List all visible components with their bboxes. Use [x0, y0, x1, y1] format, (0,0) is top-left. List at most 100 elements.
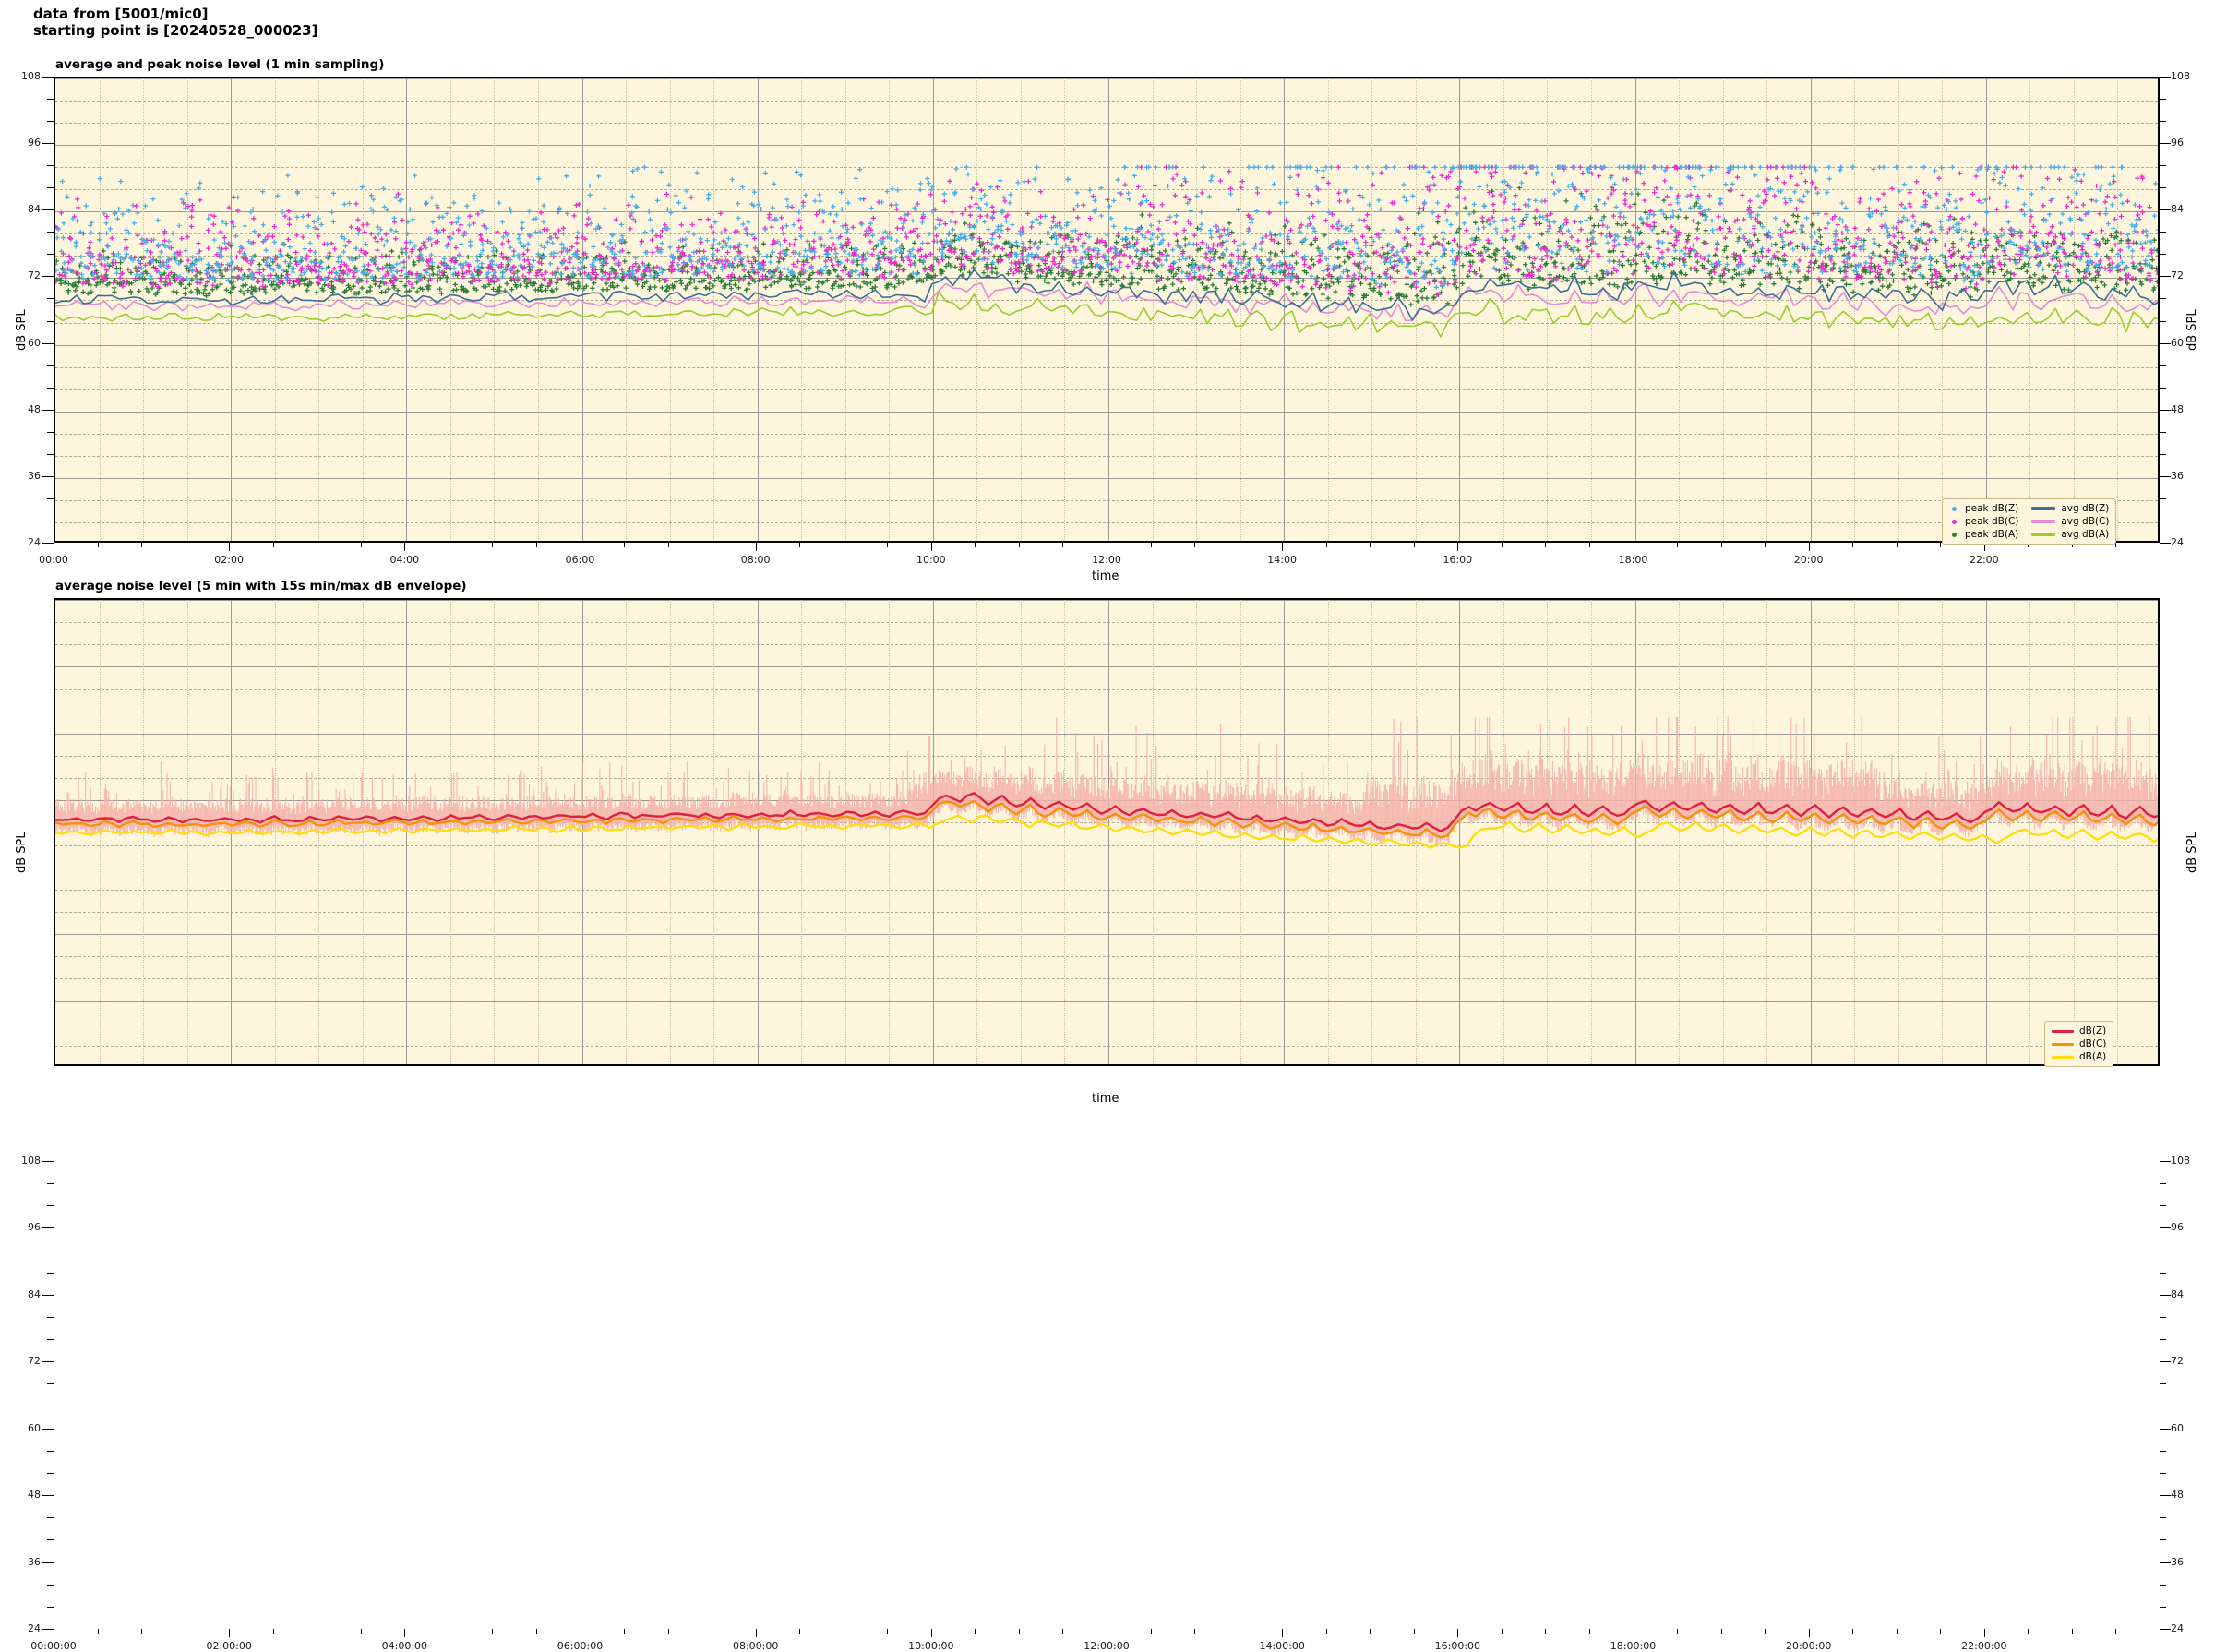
legend-item: dB(C) — [2052, 1038, 2106, 1049]
legend-item: dB(Z) — [2052, 1025, 2106, 1036]
chart-panel-bottom: average noise level (5 min with 15s min/… — [0, 563, 2215, 1652]
y-tick-label: 36 — [28, 469, 41, 482]
x-tick-label: 00:00 — [39, 554, 68, 566]
y-tick-label: 72 — [28, 269, 41, 282]
y-tick-label: 48 — [28, 402, 41, 415]
peak-scatter — [55, 164, 2158, 297]
legend-top: peak dB(Z) peak dB(C) peak dB(A) avg dB(Z)… — [1942, 498, 2117, 545]
legend-line-icon — [2031, 533, 2056, 536]
x-tick-label: 18:00 — [1618, 554, 1648, 566]
legend-line-icon — [2031, 520, 2056, 523]
plot-area-top — [54, 77, 2160, 543]
x-tick-label: 06:00 — [565, 554, 595, 566]
line-series — [55, 800, 2158, 839]
line-series — [55, 792, 2158, 832]
y-axis-label-bottom-right: dB SPL — [2185, 832, 2199, 873]
x-tick-label: 04:00:00 — [381, 1640, 428, 1652]
y-tick-label: 72 — [28, 1355, 41, 1368]
y-tick-label: 96 — [2171, 137, 2184, 150]
legend-bottom: dB(Z) dB(C) dB(A) — [2044, 1021, 2114, 1067]
legend-line-icon — [2052, 1042, 2074, 1046]
legend-label: dB(A) — [2079, 1051, 2107, 1062]
y-tick-label: 36 — [2171, 1555, 2184, 1568]
x-tick-label: 08:00:00 — [732, 1640, 779, 1652]
line-series — [55, 291, 2158, 338]
x-tick-label: 06:00:00 — [557, 1640, 604, 1652]
legend-dot-icon — [1949, 504, 1959, 514]
y-axis-label-bottom-left: dB SPL — [15, 832, 29, 873]
y-tick-label: 84 — [2171, 1287, 2184, 1300]
legend-dot-icon — [1949, 530, 1959, 540]
y-tick-label: 60 — [28, 1421, 41, 1434]
y-tick-label: 84 — [2171, 203, 2184, 216]
chart-panel-top: average and peak noise level (1 min samp… — [0, 0, 2215, 583]
y-tick-label: 108 — [21, 1155, 41, 1167]
line-series — [55, 269, 2158, 321]
y-tick-label: 36 — [28, 1555, 41, 1568]
legend-label: avg dB(A) — [2061, 529, 2110, 540]
x-tick-label: 18:00:00 — [1610, 1640, 1657, 1652]
chart-title-bottom: average noise level (5 min with 15s min/… — [55, 579, 467, 593]
y-tick-label: 96 — [28, 1221, 41, 1234]
plot-area-bottom — [54, 598, 2160, 1066]
y-axis-label-top-right: dB SPL — [2185, 309, 2199, 351]
legend-item: avg dB(A) — [2031, 529, 2109, 540]
y-tick-label: 24 — [2171, 1622, 2184, 1634]
legend-item: peak dB(C) — [1949, 516, 2018, 527]
line-series — [55, 814, 2158, 849]
header-line-1: data from [5001/mic0] — [33, 6, 209, 22]
legend-label: peak dB(C) — [1965, 516, 2019, 527]
y-tick-label: 84 — [28, 203, 41, 216]
x-tick-label: 20:00:00 — [1785, 1640, 1832, 1652]
x-tick-label: 02:00:00 — [206, 1640, 252, 1652]
x-tick-label: 12:00:00 — [1084, 1640, 1130, 1652]
x-tick-label: 22:00 — [1969, 554, 1999, 566]
report-header: data from [5001/mic0] starting point is … — [33, 6, 317, 40]
x-tick-label: 20:00 — [1793, 554, 1824, 566]
legend-label: dB(C) — [2079, 1038, 2107, 1049]
y-tick-label: 72 — [2171, 1355, 2184, 1368]
x-tick-label: 10:00:00 — [908, 1640, 954, 1652]
legend-label: peak dB(Z) — [1965, 503, 2019, 514]
y-tick-label: 24 — [2171, 536, 2184, 548]
y-tick-label: 48 — [2171, 1489, 2184, 1502]
legend-line-icon — [2031, 507, 2056, 510]
y-tick-label: 60 — [2171, 1421, 2184, 1434]
legend-label: avg dB(Z) — [2061, 503, 2110, 514]
header-line-2: starting point is [20240528_000023] — [33, 22, 318, 40]
series-group-top — [55, 164, 2158, 338]
line-series — [55, 281, 2158, 322]
chart-title-top: average and peak noise level (1 min samp… — [55, 57, 385, 72]
x-axis-label-bottom: time — [1092, 1092, 1119, 1106]
y-tick-label: 48 — [28, 1489, 41, 1502]
y-tick-label: 24 — [28, 536, 41, 548]
legend-item: dB(A) — [2052, 1051, 2106, 1062]
legend-line-icon — [2052, 1029, 2074, 1033]
x-tick-label: 22:00:00 — [1961, 1640, 2007, 1652]
x-tick-label: 16:00 — [1443, 554, 1473, 566]
x-tick-label: 10:00 — [916, 554, 946, 566]
legend-item: avg dB(Z) — [2031, 503, 2109, 514]
legend-label: dB(Z) — [2079, 1025, 2107, 1036]
y-tick-label: 108 — [21, 70, 41, 82]
x-tick-label: 12:00 — [1092, 554, 1121, 566]
y-tick-label: 108 — [2171, 70, 2190, 82]
y-tick-label: 24 — [28, 1622, 41, 1634]
y-tick-label: 96 — [28, 137, 41, 150]
x-tick-label: 16:00:00 — [1434, 1640, 1481, 1652]
series-group-bottom — [55, 716, 2158, 849]
x-tick-label: 04:00 — [389, 554, 420, 566]
y-tick-label: 48 — [2171, 402, 2184, 415]
x-tick-label: 14:00:00 — [1259, 1640, 1305, 1652]
x-axis-label-top: time — [1092, 569, 1119, 583]
y-tick-label: 84 — [28, 1287, 41, 1300]
y-tick-label: 96 — [2171, 1221, 2184, 1234]
y-tick-label: 60 — [2171, 336, 2184, 349]
y-tick-label: 60 — [28, 336, 41, 349]
legend-dot-icon — [1949, 517, 1959, 527]
y-tick-label: 108 — [2171, 1155, 2190, 1167]
y-tick-label: 36 — [2171, 469, 2184, 482]
legend-label: peak dB(A) — [1965, 529, 2019, 540]
legend-label: avg dB(C) — [2061, 516, 2110, 527]
